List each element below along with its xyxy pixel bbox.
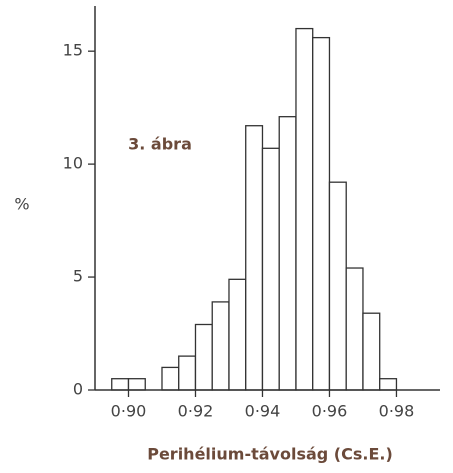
bar [261,147,280,391]
bar [362,312,381,391]
y-tick-label: 0 [73,380,83,399]
y-tick-label: 10 [63,154,83,173]
x-axis-label: Perihélium-távolság (Cs.E.) [147,445,393,464]
bar [345,267,364,391]
bar [228,278,247,391]
bar [194,323,213,391]
bar [127,378,146,391]
bar [278,116,297,391]
bar [312,36,331,391]
x-tick-label: 0·94 [245,402,281,421]
x-tick-label: 0·96 [312,402,348,421]
y-tick-label: 15 [63,41,83,60]
bar [245,125,264,391]
bar [111,378,130,391]
bar [295,27,314,391]
bar [211,301,230,391]
y-tick-label: 5 [73,267,83,286]
x-tick-label: 0·90 [111,402,147,421]
x-tick-label: 0·92 [178,402,214,421]
bar [379,378,398,391]
x-tick-label: 0·98 [379,402,415,421]
annotation: 3. ábra [128,135,192,154]
y-axis-label: % [14,195,29,214]
bar [161,366,180,391]
bar [178,355,197,391]
bar [328,181,347,391]
